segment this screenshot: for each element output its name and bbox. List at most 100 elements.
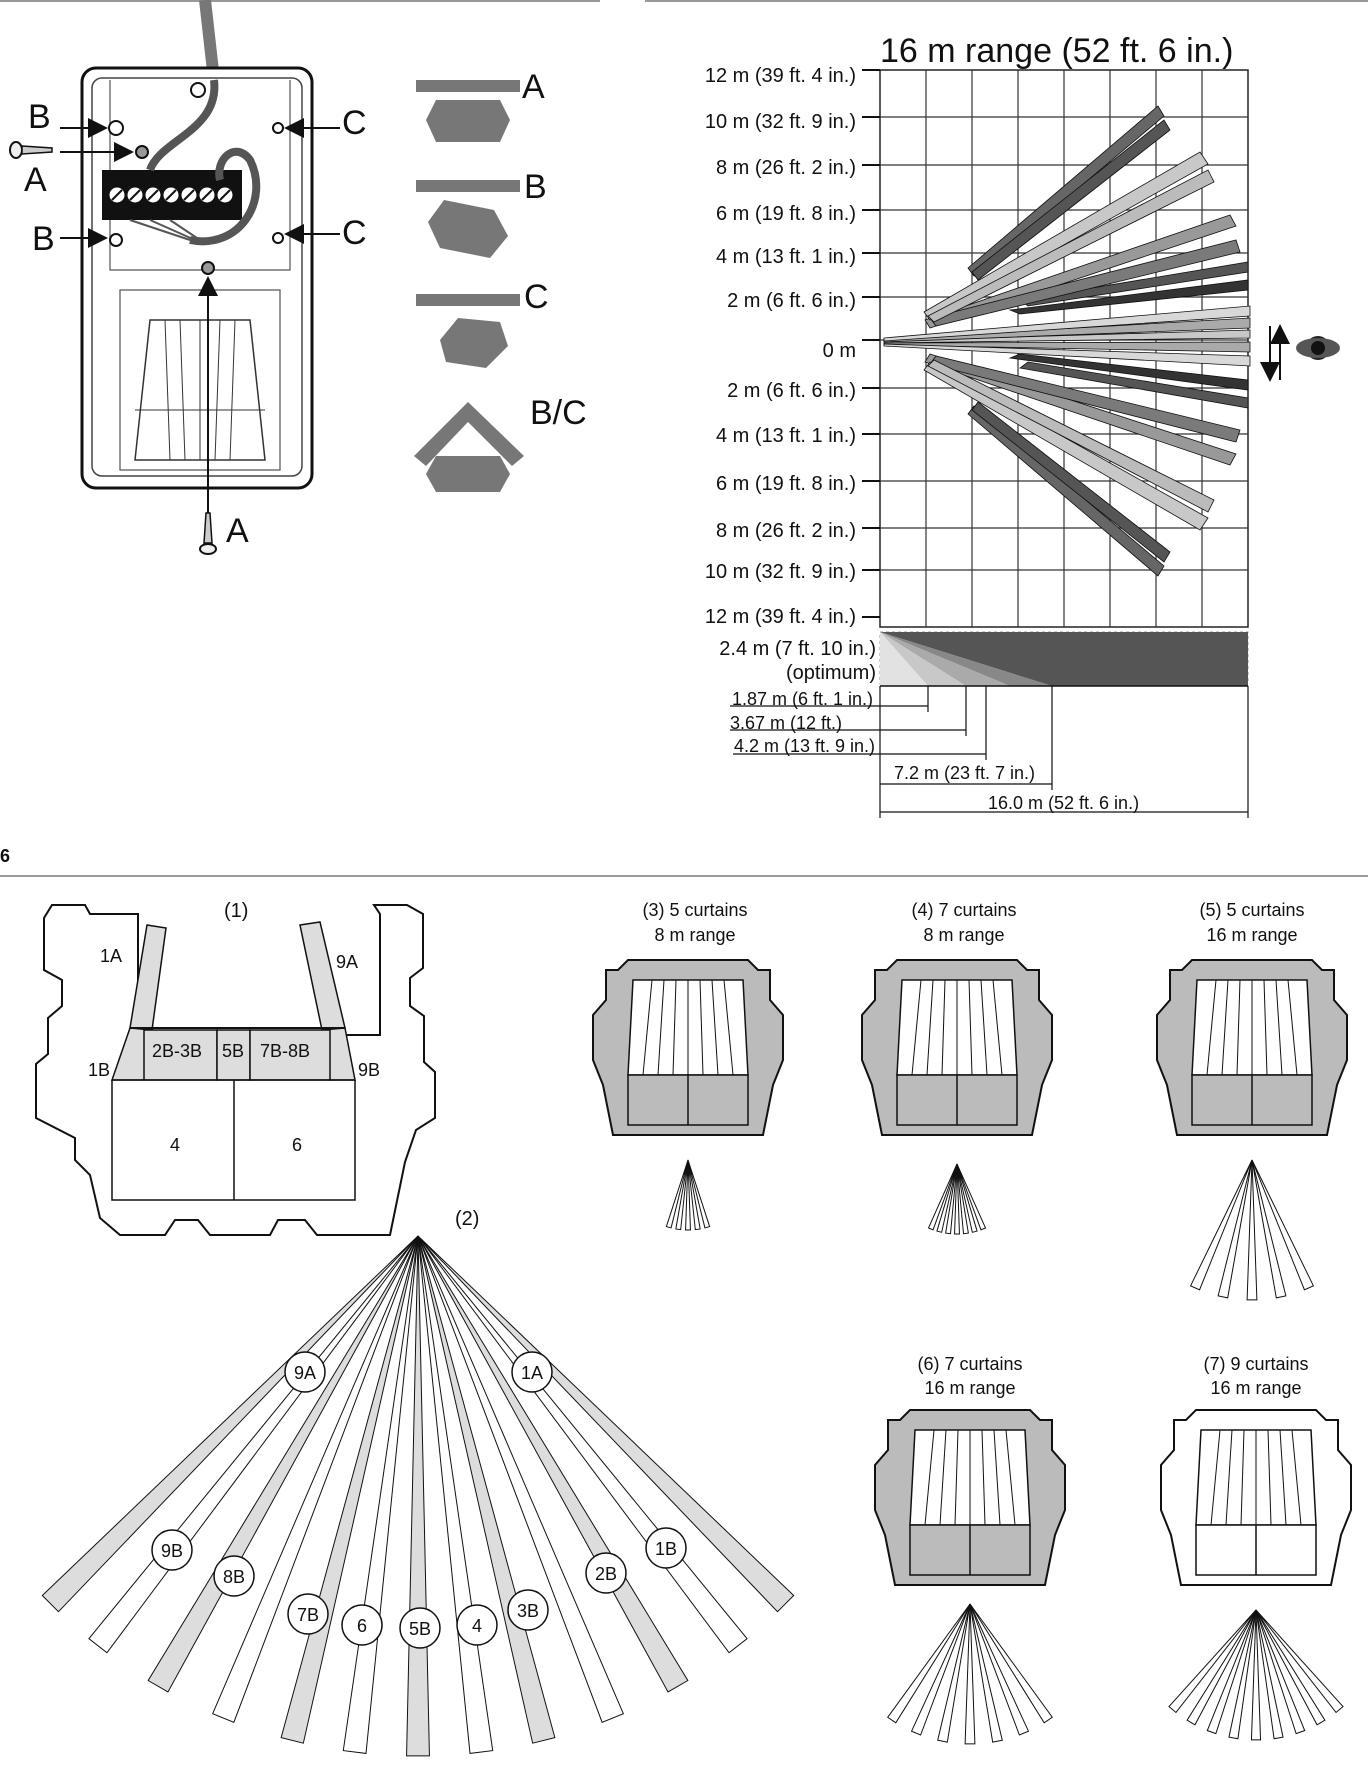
config-4-title: (4) 7 curtains (911, 900, 1016, 920)
distance-label: 16.0 m (52 ft. 6 in.) (988, 793, 1139, 813)
zone-label-6: 6 (292, 1135, 302, 1155)
fan-beam (41, 1235, 419, 1613)
mini-fan-beam (910, 1603, 971, 1736)
zone-label-7b-8b: 7B-8B (260, 1041, 310, 1061)
config-5-range: 16 m range (1206, 925, 1297, 945)
mini-fan-beam (927, 1163, 958, 1231)
mount-label-c: C (342, 214, 367, 252)
zone-label-9a: 9A (336, 952, 358, 972)
mini-fan-beam (675, 1159, 689, 1231)
fan-label: 2B (595, 1564, 617, 1584)
mini-fan-beam (1217, 1159, 1253, 1299)
mount-option-angled-c (416, 294, 520, 368)
mini-fan-beam (937, 1603, 971, 1743)
panel2-label: (2) (455, 1208, 479, 1230)
y-label: 2 m (6 ft. 6 in.) (727, 380, 856, 402)
y-label: 2 m (6 ft. 6 in.) (727, 290, 856, 312)
fan-beam (211, 1235, 419, 1723)
mount-label-a: A (226, 512, 249, 550)
distance-label: 4.2 m (13 ft. 9 in.) (734, 736, 875, 756)
mini-fan-beam (956, 1163, 978, 1233)
figure-number: 6 (0, 846, 10, 866)
mini-fan-beam (936, 1163, 958, 1233)
mount-option-angled-b (416, 180, 520, 258)
mini-fan-beam (687, 1159, 711, 1229)
zone-label-4: 4 (170, 1135, 180, 1155)
mini-fan-beam (1251, 1159, 1287, 1299)
mini-fan-beam (969, 1603, 1030, 1736)
fan-label: 8B (223, 1567, 245, 1587)
y-label: 12 m (39 ft. 4 in.) (705, 65, 856, 87)
fan-label: 1A (521, 1363, 543, 1383)
mini-fan-beam (687, 1159, 701, 1231)
zone-label-2b-3b: 2B-3B (152, 1041, 202, 1061)
detector-back-diagram (9, 0, 340, 555)
config-7-title: (7) 9 curtains (1203, 1354, 1308, 1374)
mount-label-b: B (32, 220, 55, 258)
beam-fan (41, 1235, 795, 1757)
fan-label: 6 (357, 1616, 367, 1636)
mount-option-c-label: C (524, 278, 549, 316)
mini-fan-beam (956, 1163, 969, 1235)
panel1-label: (1) (224, 900, 248, 922)
config-4-range: 8 m range (923, 925, 1004, 945)
fan-label: 5B (409, 1619, 431, 1639)
y-label: 4 m (13 ft. 1 in.) (716, 425, 856, 447)
mini-fan-beam (1255, 1609, 1284, 1740)
fan-label: 4 (472, 1616, 482, 1636)
side-view-profile (879, 631, 1249, 687)
fan-label: 9A (294, 1363, 316, 1383)
mini-fan-beam (1250, 1609, 1262, 1741)
mount-height-note: (optimum) (786, 662, 876, 684)
mount-height-label: 2.4 m (7 ft. 10 in.) (719, 638, 876, 660)
config-5-title: (5) 5 curtains (1199, 900, 1304, 920)
distance-label: 1.87 m (6 ft. 1 in.) (732, 689, 873, 709)
y-label: 8 m (26 ft. 2 in.) (716, 157, 856, 179)
zone-label-1b: 1B (88, 1060, 110, 1080)
fan-beam (417, 1235, 795, 1613)
mini-fan-beam (1251, 1159, 1315, 1291)
mini-fan-beam (1255, 1609, 1326, 1726)
zone-label-9b: 9B (358, 1060, 380, 1080)
coverage-title: 16 m range (52 ft. 6 in.) (880, 32, 1233, 70)
mount-option-bc-label: B/C (530, 394, 587, 432)
zone-label-1a: 1A (100, 946, 122, 966)
fan-beam (280, 1235, 419, 1744)
config-7-range: 16 m range (1210, 1378, 1301, 1398)
mini-fan-beam (1255, 1609, 1306, 1735)
mini-fan-beam (945, 1163, 958, 1235)
mini-fan-beam (969, 1603, 1003, 1743)
zone-label-5b: 5B (222, 1041, 244, 1061)
mini-fan-beam (1255, 1609, 1344, 1714)
config-3-range: 8 m range (654, 925, 735, 945)
mini-fan-beam (685, 1159, 691, 1231)
mini-fan-beam (665, 1159, 689, 1229)
mount-label-b: B (28, 98, 51, 136)
y-label: 10 m (32 ft. 9 in.) (705, 111, 856, 133)
config-6-range: 16 m range (924, 1378, 1015, 1398)
mini-fan-beam (956, 1163, 987, 1231)
y-label: 10 m (32 ft. 9 in.) (705, 561, 856, 583)
mount-option-flat (416, 80, 520, 142)
screw-icon (9, 141, 53, 159)
y-label: 6 m (19 ft. 8 in.) (716, 203, 856, 225)
mini-fan-beam (1228, 1609, 1257, 1740)
lens-layout (35, 904, 436, 1236)
mini-fan-beam (1206, 1609, 1257, 1735)
mini-fan-beam (886, 1603, 971, 1724)
fan-beam (417, 1235, 625, 1723)
y-label: 0 m (823, 340, 856, 362)
mount-label-c: C (342, 104, 367, 142)
y-label: 6 m (19 ft. 8 in.) (716, 473, 856, 495)
mini-fan-beam (969, 1603, 1054, 1724)
y-label: 4 m (13 ft. 1 in.) (716, 246, 856, 268)
mini-fan-beam (1189, 1159, 1253, 1291)
distance-label: 3.67 m (12 ft.) (730, 713, 842, 733)
mount-option-b-label: B (524, 168, 547, 206)
fan-label: 3B (517, 1601, 539, 1621)
fan-label: 1B (655, 1539, 677, 1559)
mini-fan-beam (1168, 1609, 1257, 1714)
mini-fan-beam (964, 1603, 976, 1745)
y-label: 12 m (39 ft. 4 in.) (705, 606, 856, 628)
